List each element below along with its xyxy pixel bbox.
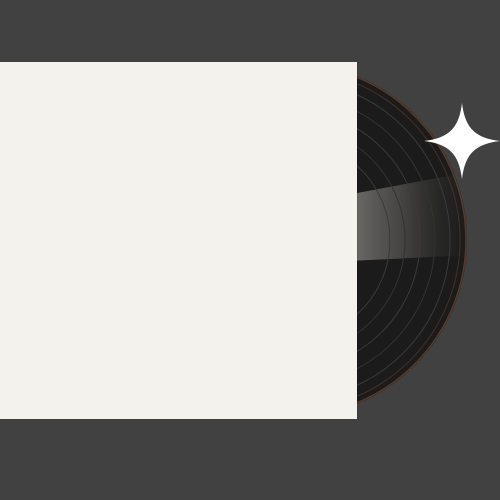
album-sleeve — [0, 62, 357, 419]
sparkle-icon — [424, 103, 500, 179]
